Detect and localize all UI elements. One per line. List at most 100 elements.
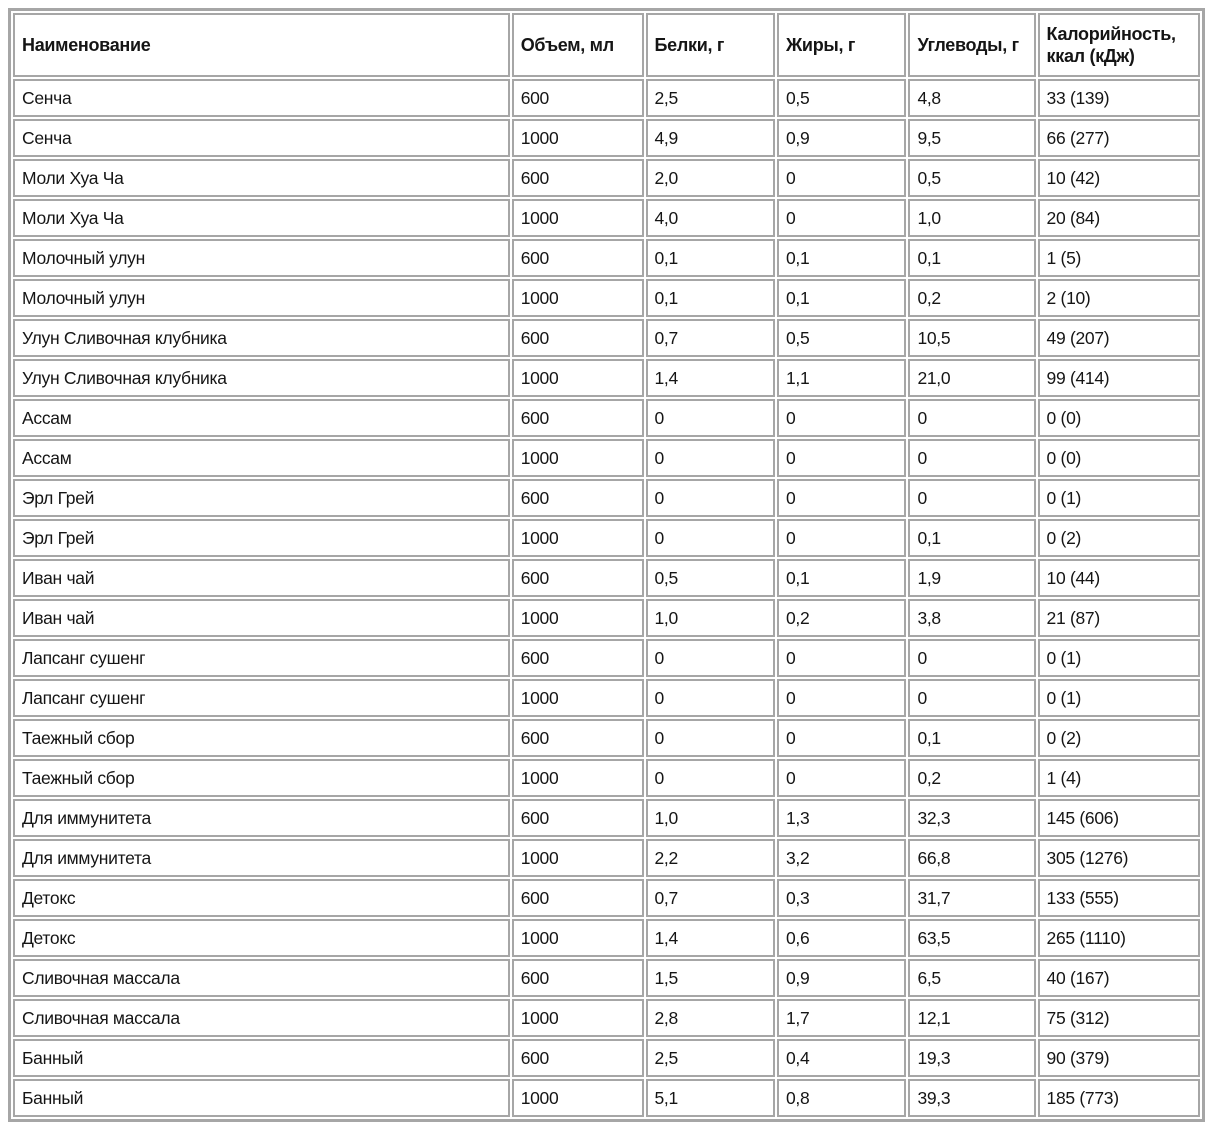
cell-name: Для иммунитета (13, 839, 510, 877)
table-row: Сливочная массала 1000 2,8 1,7 12,1 75 (312) (13, 999, 1200, 1037)
table-row: Улун Сливочная клубника 1000 1,4 1,1 21,0 99 … (13, 359, 1200, 397)
cell-value: 0,5 (776, 79, 907, 117)
cell-value: 1000 (511, 679, 644, 717)
table-row: Детокс 600 0,7 0,3 31,7 133 (555) (13, 879, 1200, 917)
table-row: Сенча 600 2,5 0,5 4,8 33 (139) (13, 79, 1200, 117)
table-row: Банный 600 2,5 0,4 19,3 90 (379) (13, 1039, 1200, 1077)
cell-value: 0 (1) (1037, 639, 1200, 677)
cell-name: Детокс (13, 919, 510, 957)
cell-value: 12,1 (908, 999, 1036, 1037)
cell-name: Для иммунитета (13, 799, 510, 837)
cell-value: 1000 (511, 359, 644, 397)
cell-value: 0,2 (776, 599, 907, 637)
cell-value: 1,7 (776, 999, 907, 1037)
cell-value: 0,5 (645, 559, 775, 597)
cell-value: 21 (87) (1037, 599, 1200, 637)
cell-name: Сенча (13, 79, 510, 117)
cell-value: 1,1 (776, 359, 907, 397)
cell-value: 6,5 (908, 959, 1036, 997)
table-row: Сливочная массала 600 1,5 0,9 6,5 40 (167) (13, 959, 1200, 997)
cell-value: 1000 (511, 439, 644, 477)
cell-value: 0 (2) (1037, 719, 1200, 757)
cell-value: 0 (908, 439, 1036, 477)
cell-value: 0,1 (776, 279, 907, 317)
cell-name: Ассам (13, 399, 510, 437)
cell-value: 0 (908, 479, 1036, 517)
cell-name: Эрл Грей (13, 519, 510, 557)
cell-value: 20 (84) (1037, 199, 1200, 237)
cell-value: 0 (776, 639, 907, 677)
cell-name: Сенча (13, 119, 510, 157)
table-row: Моли Хуа Ча 600 2,0 0 0,5 10 (42) (13, 159, 1200, 197)
cell-value: 0,5 (908, 159, 1036, 197)
cell-value: 2 (10) (1037, 279, 1200, 317)
cell-value: 0,4 (776, 1039, 907, 1077)
cell-value: 1,4 (645, 919, 775, 957)
table-row: Сенча 1000 4,9 0,9 9,5 66 (277) (13, 119, 1200, 157)
table-row: Таежный сбор 600 0 0 0,1 0 (2) (13, 719, 1200, 757)
cell-value: 31,7 (908, 879, 1036, 917)
cell-value: 0 (908, 679, 1036, 717)
cell-name: Лапсанг сушенг (13, 679, 510, 717)
table-row: Молочный улун 600 0,1 0,1 0,1 1 (5) (13, 239, 1200, 277)
cell-name: Эрл Грей (13, 479, 510, 517)
cell-name: Банный (13, 1039, 510, 1077)
cell-value: 3,2 (776, 839, 907, 877)
cell-value: 265 (1110) (1037, 919, 1200, 957)
cell-value: 4,9 (645, 119, 775, 157)
cell-name: Иван чай (13, 599, 510, 637)
column-header-1: Объем, мл (511, 13, 644, 77)
cell-value: 3,8 (908, 599, 1036, 637)
cell-value: 5,1 (645, 1079, 775, 1117)
cell-value: 2,2 (645, 839, 775, 877)
cell-value: 9,5 (908, 119, 1036, 157)
cell-value: 600 (511, 559, 644, 597)
cell-value: 0 (645, 519, 775, 557)
cell-value: 305 (1276) (1037, 839, 1200, 877)
header-row: Наименование Объем, мл Белки, г Жиры, г Угле… (13, 13, 1200, 77)
cell-value: 10 (42) (1037, 159, 1200, 197)
cell-value: 0,2 (908, 759, 1036, 797)
table-row: Банный 1000 5,1 0,8 39,3 185 (773) (13, 1079, 1200, 1117)
table-row: Лапсанг сушенг 600 0 0 0 0 (1) (13, 639, 1200, 677)
column-header-4: Углеводы, г (908, 13, 1036, 77)
cell-value: 0 (1) (1037, 679, 1200, 717)
cell-name: Улун Сливочная клубника (13, 319, 510, 357)
column-header-2: Белки, г (645, 13, 775, 77)
cell-value: 39,3 (908, 1079, 1036, 1117)
cell-value: 0 (645, 719, 775, 757)
cell-value: 1000 (511, 999, 644, 1037)
cell-value: 0,1 (908, 719, 1036, 757)
cell-name: Сливочная массала (13, 999, 510, 1037)
cell-name: Моли Хуа Ча (13, 159, 510, 197)
cell-value: 1,3 (776, 799, 907, 837)
cell-value: 75 (312) (1037, 999, 1200, 1037)
cell-value: 600 (511, 1039, 644, 1077)
cell-value: 2,8 (645, 999, 775, 1037)
cell-value: 0 (776, 199, 907, 237)
cell-value: 49 (207) (1037, 319, 1200, 357)
cell-value: 2,5 (645, 79, 775, 117)
cell-value: 0,7 (645, 879, 775, 917)
table-row: Для иммунитета 1000 2,2 3,2 66,8 305 (1276) (13, 839, 1200, 877)
cell-value: 40 (167) (1037, 959, 1200, 997)
cell-value: 145 (606) (1037, 799, 1200, 837)
cell-value: 4,8 (908, 79, 1036, 117)
cell-value: 99 (414) (1037, 359, 1200, 397)
table-row: Для иммунитета 600 1,0 1,3 32,3 145 (606) (13, 799, 1200, 837)
cell-value: 0 (645, 639, 775, 677)
cell-value: 0,2 (908, 279, 1036, 317)
cell-name: Моли Хуа Ча (13, 199, 510, 237)
cell-value: 0 (776, 159, 907, 197)
page: Наименование Объем, мл Белки, г Жиры, г Угле… (8, 8, 1205, 1122)
cell-value: 1000 (511, 919, 644, 957)
cell-value: 600 (511, 479, 644, 517)
table-row: Иван чай 600 0,5 0,1 1,9 10 (44) (13, 559, 1200, 597)
cell-name: Детокс (13, 879, 510, 917)
table-row: Детокс 1000 1,4 0,6 63,5 265 (1110) (13, 919, 1200, 957)
cell-value: 63,5 (908, 919, 1036, 957)
cell-value: 1,5 (645, 959, 775, 997)
cell-value: 0 (776, 759, 907, 797)
cell-value: 0,1 (908, 519, 1036, 557)
table-row: Ассам 1000 0 0 0 0 (0) (13, 439, 1200, 477)
